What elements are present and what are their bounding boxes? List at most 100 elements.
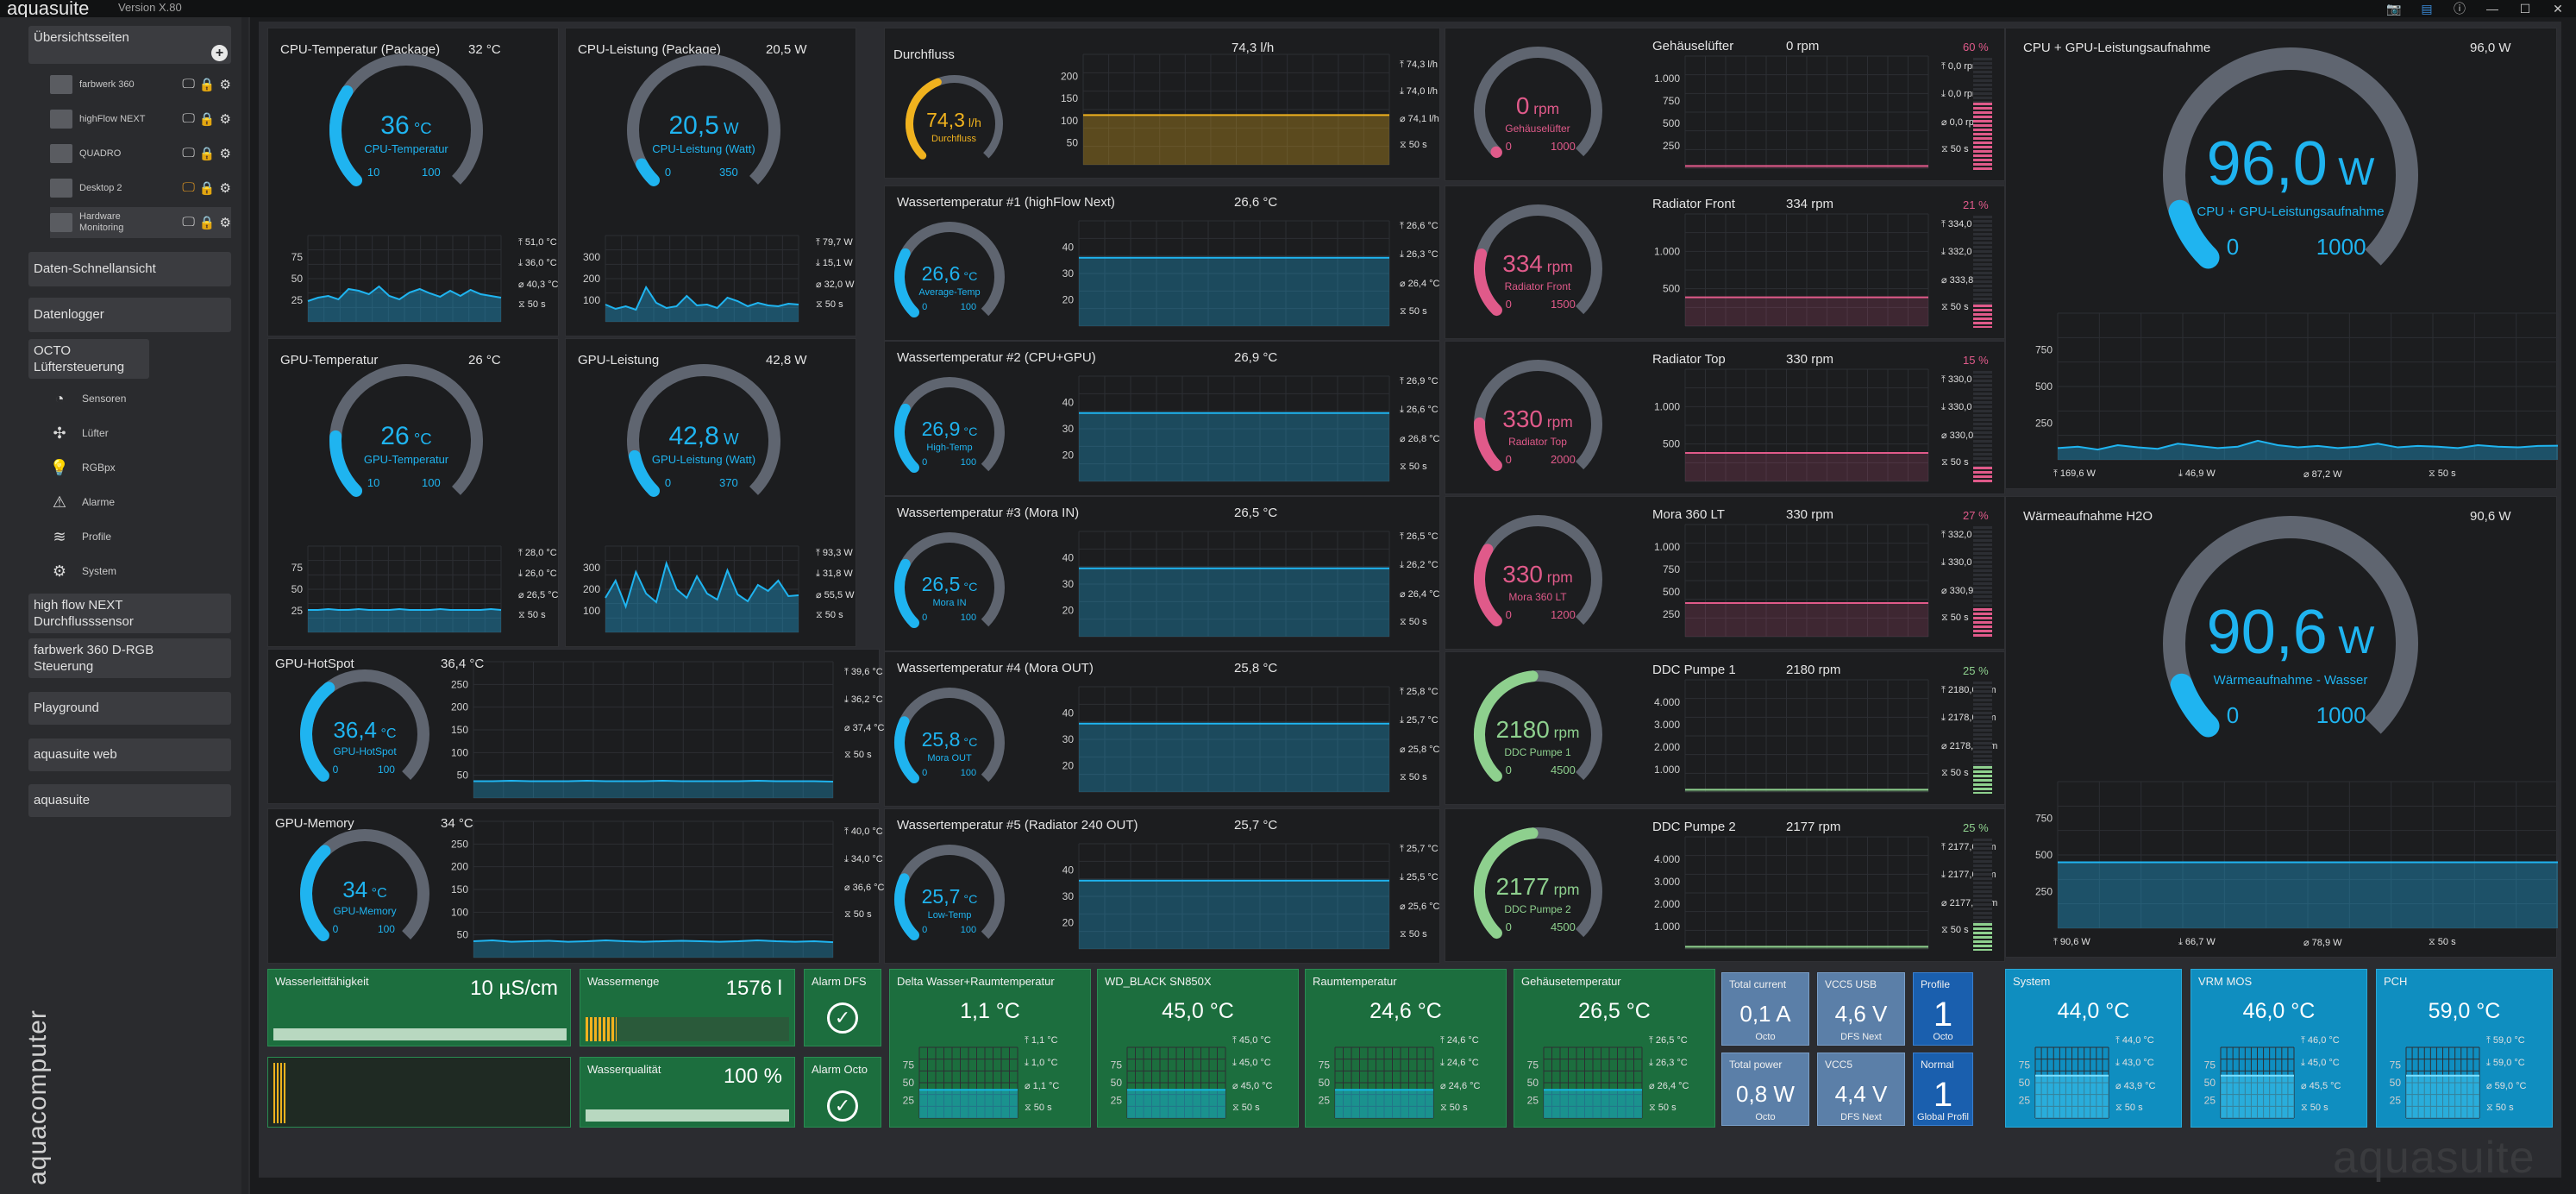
chart-cpu_gpu_power: 750 500 250 bbox=[2035, 312, 2559, 461]
panel-title: Wassertemperatur #3 (Mora IN) bbox=[897, 506, 1080, 520]
min-stat: ⤓ 25,7 °C bbox=[1400, 715, 1438, 726]
database-icon[interactable]: ▤ bbox=[2421, 2, 2433, 16]
monitor-icon[interactable]: 🖵 bbox=[182, 111, 195, 126]
gauge-max: 100 bbox=[960, 925, 977, 935]
sidebar-octo-system[interactable]: ⚙ System bbox=[47, 555, 231, 588]
avg-stat: ⌀ 25,8 °C bbox=[1400, 745, 1440, 755]
sidebar-octo-sensoren[interactable]: ◔ Sensoren bbox=[47, 382, 231, 415]
monitor-icon[interactable]: 🖵 bbox=[182, 77, 195, 91]
monitor-icon[interactable]: 🖵 bbox=[182, 146, 195, 160]
lock-icon[interactable]: 🔒 bbox=[198, 112, 216, 127]
chart-area bbox=[308, 286, 501, 322]
max-stat: ⤒ 28,0 °C bbox=[518, 548, 557, 558]
panel-value: 25,7 °C bbox=[1234, 818, 1278, 833]
sidebar-datalogger[interactable]: Datenlogger bbox=[28, 298, 231, 332]
sidebar-aquasuite-label: aquasuite bbox=[34, 793, 91, 808]
lock-icon[interactable]: 🔒 bbox=[198, 216, 216, 230]
sidebar-octo-rgbpx[interactable]: 💡 RGBpx bbox=[47, 451, 231, 484]
sidebar-page-quadro[interactable]: QUADRO 🖵 🔒 ⚙ bbox=[50, 138, 231, 169]
gauge-max: 100 bbox=[960, 613, 977, 623]
sidebar-octo-luefter[interactable]: ✣ Lüfter bbox=[47, 417, 231, 449]
sidebar-aquasuite-web[interactable]: aquasuite web bbox=[28, 738, 231, 771]
max-stat: ⤒ 51,0 °C bbox=[518, 237, 557, 248]
tick-label: 500 bbox=[2035, 380, 2053, 393]
tile-value: 1,1 °C bbox=[960, 999, 1020, 1023]
lock-icon[interactable]: 🔒 bbox=[198, 147, 216, 161]
sidebar-playground[interactable]: Playground bbox=[28, 692, 231, 725]
sidebar-aquasuite[interactable]: aquasuite bbox=[28, 784, 231, 817]
gauge-unit: °C bbox=[960, 735, 978, 750]
sidebar-data-quick[interactable]: Daten-Schnellansicht bbox=[28, 252, 231, 286]
sidebar-highflow[interactable]: high flow NEXT Durchflusssensor bbox=[28, 594, 231, 633]
avg-stat: ⌀ 74,1 l/h bbox=[1400, 114, 1439, 124]
gauge-track bbox=[2163, 516, 2418, 734]
chart-line bbox=[307, 285, 502, 302]
dashboard: CPU-Temperatur (Package) 32 °C 36 °C CPU-Te… bbox=[259, 22, 2561, 1178]
gauge-value: 334 rpm bbox=[1479, 251, 1596, 280]
plus-circle-icon[interactable]: + bbox=[211, 45, 228, 61]
gear-icon[interactable]: ⚙ bbox=[219, 181, 231, 196]
sidebar-farbwerk[interactable]: farbwerk 360 D-RGB Steuerung bbox=[28, 638, 231, 678]
tile-label: Delta Wasser+Raumtemperatur bbox=[897, 975, 1055, 988]
min-stat: ⤓ 46,9 W bbox=[2178, 468, 2216, 479]
gear-icon[interactable]: ⚙ bbox=[219, 78, 231, 92]
panel-title: CPU + GPU-Leistungsaufnahme bbox=[2023, 41, 2211, 55]
tile-value: 4,6 V bbox=[1834, 1001, 1888, 1027]
info-icon[interactable]: ⓘ bbox=[2454, 2, 2466, 16]
tick-label: 20 bbox=[1062, 917, 1075, 929]
avg-stat: ⌀ 78,9 W bbox=[2303, 938, 2342, 948]
chart-area bbox=[605, 287, 799, 322]
minimize-icon[interactable]: — bbox=[2486, 2, 2498, 16]
lock-icon[interactable]: 🔒 bbox=[198, 78, 216, 92]
sidebar-page-desktop2[interactable]: Desktop 2 🖵 🔒 ⚙ bbox=[50, 173, 231, 204]
sidebar-octo-alarme[interactable]: ⚠ Alarme bbox=[47, 486, 231, 518]
sidebar-page-highflow[interactable]: highFlow NEXT 🖵 🔒 ⚙ bbox=[50, 104, 231, 135]
gear-icon[interactable]: ⚙ bbox=[219, 216, 231, 230]
tick-label: 250 bbox=[1663, 140, 1680, 152]
max-stat: ⤒ 44,0 °C bbox=[2115, 1035, 2154, 1046]
tick-label: 300 bbox=[583, 251, 600, 263]
duty-fill bbox=[1973, 466, 1992, 483]
sidebar-octo[interactable]: OCTO Lüftersteuerung bbox=[28, 339, 149, 379]
tick-label: 50 bbox=[2019, 1077, 2031, 1089]
gauge-water5 bbox=[894, 845, 1005, 941]
tick-label: 1.000 bbox=[1654, 764, 1680, 776]
monitor-icon[interactable]: 🖵 bbox=[182, 215, 195, 229]
monitor-icon[interactable]: 🖵 bbox=[182, 180, 195, 195]
gauge-max: 1500 bbox=[1550, 298, 1576, 311]
gauge-min: 10 bbox=[367, 476, 380, 489]
maximize-icon[interactable]: ☐ bbox=[2519, 2, 2531, 16]
screenshot-icon[interactable]: 📷 bbox=[2386, 2, 2402, 16]
tick-label: 2.000 bbox=[1654, 741, 1680, 753]
sidebar-octo-profile[interactable]: ≋ Profile bbox=[47, 520, 231, 553]
gauge-number: 74,3 bbox=[926, 108, 965, 131]
gauge-fan_rad_front bbox=[1473, 204, 1602, 316]
gear-icon[interactable]: ⚙ bbox=[219, 112, 231, 127]
sidebar-page-farbwerk[interactable]: farbwerk 360 🖵 🔒 ⚙ bbox=[50, 69, 231, 100]
sidebar-page-hardware[interactable]: Hardware Monitoring 🖵 🔒 ⚙ bbox=[50, 207, 231, 238]
tile-alarm_dfs: Alarm DFS ✓ bbox=[804, 969, 881, 1046]
tile-label: WD_BLACK SN850X bbox=[1105, 975, 1212, 988]
sidebar-scrollbar[interactable] bbox=[241, 17, 248, 1194]
gauge-max: 4500 bbox=[1550, 921, 1576, 933]
time-stat: ⧖ 50 s bbox=[844, 750, 872, 760]
lock-icon[interactable]: 🔒 bbox=[198, 181, 216, 196]
sidebar-overview[interactable]: Übersichtsseiten + bbox=[28, 26, 231, 64]
tile-value: 0,1 A bbox=[1739, 1001, 1791, 1027]
gauge-fill bbox=[1473, 543, 1502, 626]
tick-label: 25 bbox=[2019, 1095, 2031, 1107]
chart-fan_rad_front: 1.000 500 bbox=[1654, 213, 1929, 327]
gauge-value: 36 °C bbox=[335, 112, 477, 142]
chart-heat_h2o: 750 500 250 bbox=[2035, 781, 2559, 929]
panel-value: 330 rpm bbox=[1786, 352, 1834, 367]
gauge-readout: 42,8 W GPU-Leistung (Watt) bbox=[633, 423, 774, 466]
tick-label: 750 bbox=[2035, 344, 2053, 356]
tick-label: 20 bbox=[1062, 449, 1075, 462]
gear-icon[interactable]: ⚙ bbox=[219, 147, 231, 161]
gauge-value: 90,6 W bbox=[2174, 600, 2407, 674]
close-icon[interactable]: ✕ bbox=[2553, 2, 2563, 16]
tick-label: 100 bbox=[1061, 115, 1078, 127]
min-stat: ⤓ 15,1 W bbox=[816, 258, 853, 268]
time-stat: ⧖ 50 s bbox=[1440, 1103, 1468, 1113]
tile-label: Alarm Octo bbox=[812, 1063, 868, 1076]
